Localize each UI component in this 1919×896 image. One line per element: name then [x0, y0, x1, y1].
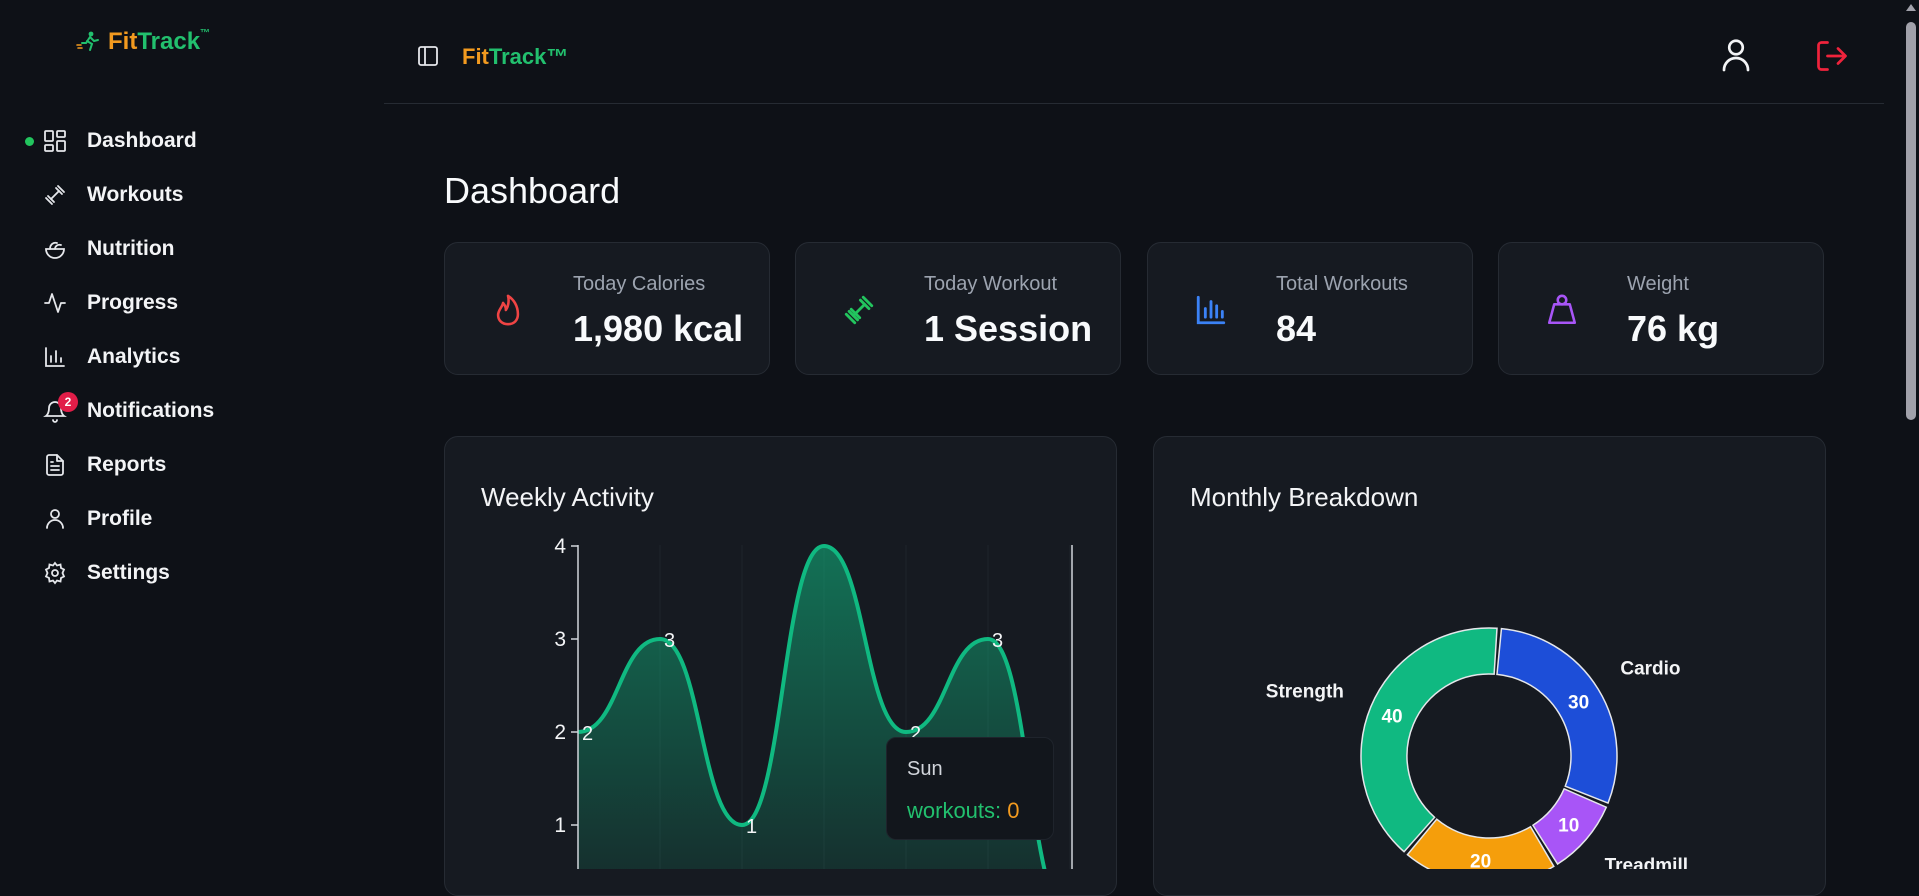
- stat-value: 84: [1276, 308, 1317, 349]
- stat-card-calories: Today Calories 1,980 kcal: [444, 242, 770, 375]
- stat-label: Today Workout: [924, 273, 1058, 295]
- top-header: FitTrack™: [384, 0, 1884, 104]
- runner-icon: [76, 31, 99, 51]
- stat-label: Total Workouts: [1276, 273, 1408, 295]
- sidebar: FitTrack™ Dashboard Workouts Nutrition: [0, 0, 384, 869]
- logout-icon[interactable]: [1814, 38, 1850, 74]
- tooltip-number: 0: [1007, 798, 1020, 823]
- gear-icon: [42, 560, 68, 586]
- sidebar-item-profile[interactable]: Profile: [0, 492, 384, 546]
- notification-badge: 2: [58, 392, 78, 412]
- brand-track: Track: [137, 28, 201, 55]
- sidebar-item-label: Reports: [87, 453, 167, 476]
- sidebar-item-settings[interactable]: Settings: [0, 546, 384, 600]
- stat-value: 76 kg: [1627, 308, 1720, 349]
- header-title-fit: Fit: [462, 44, 489, 69]
- header-title: FitTrack™: [462, 44, 568, 70]
- sidebar-toggle-icon[interactable]: [416, 44, 440, 68]
- weight-icon: [1547, 294, 1577, 325]
- salad-icon: [42, 236, 68, 262]
- user-icon: [42, 506, 68, 532]
- dashboard-icon: [42, 128, 68, 154]
- page-title: Dashboard: [444, 170, 621, 211]
- brand-logo[interactable]: FitTrack™: [76, 28, 210, 56]
- stat-value: 1 Session: [924, 308, 1093, 349]
- sidebar-item-label: Analytics: [87, 345, 181, 368]
- sidebar-item-label: Notifications: [87, 399, 215, 422]
- sidebar-item-workouts[interactable]: Workouts: [0, 168, 384, 222]
- sidebar-item-label: Settings: [87, 561, 170, 584]
- bell-icon: 2: [42, 392, 78, 424]
- monthly-breakdown-title: Monthly Breakdown: [1190, 482, 1419, 512]
- sidebar-item-notifications[interactable]: 2 Notifications: [0, 384, 384, 438]
- tooltip-value: workouts: 0: [907, 798, 1020, 823]
- brand-tm: ™: [200, 28, 211, 39]
- sidebar-item-label: Workouts: [87, 183, 184, 206]
- monthly-breakdown-panel: Monthly Breakdown: [1153, 436, 1826, 896]
- sidebar-item-label: Profile: [87, 507, 153, 530]
- sidebar-item-label: Nutrition: [87, 237, 175, 260]
- flame-icon: [496, 294, 520, 326]
- stat-value: 1,980 kcal: [573, 308, 744, 349]
- chart-tooltip: Sun workouts: 0: [886, 737, 1054, 840]
- sidebar-item-analytics[interactable]: Analytics: [0, 330, 384, 384]
- scrollbar-thumb[interactable]: [1906, 22, 1916, 420]
- active-indicator: [25, 137, 34, 146]
- sidebar-item-label: Progress: [87, 291, 179, 314]
- brand-fit: Fit: [108, 28, 138, 55]
- dumbbell-icon: [42, 182, 68, 208]
- stat-card-total-workouts: Total Workouts 84: [1147, 242, 1473, 375]
- tooltip-key: workouts: [907, 798, 996, 823]
- stat-card-weight: Weight 76 kg: [1498, 242, 1824, 375]
- sidebar-item-reports[interactable]: Reports: [0, 438, 384, 492]
- activity-icon: [42, 290, 68, 316]
- scroll-up-arrow[interactable]: [1906, 4, 1916, 11]
- scrollbar[interactable]: [1902, 0, 1919, 869]
- dumbbell-icon: [844, 295, 874, 325]
- user-icon[interactable]: [1718, 36, 1754, 74]
- stat-card-workout: Today Workout 1 Session: [795, 242, 1121, 375]
- header-title-track: Track™: [488, 44, 569, 69]
- file-icon: [42, 452, 68, 478]
- stat-label: Weight: [1627, 273, 1689, 295]
- sidebar-item-nutrition[interactable]: Nutrition: [0, 222, 384, 276]
- sidebar-item-progress[interactable]: Progress: [0, 276, 384, 330]
- tooltip-title: Sun: [907, 758, 943, 780]
- bar-chart-icon: [1196, 295, 1226, 325]
- weekly-activity-title: Weekly Activity: [481, 482, 654, 512]
- sidebar-nav: Dashboard Workouts Nutrition Progress An…: [0, 114, 384, 600]
- sidebar-item-dashboard[interactable]: Dashboard: [0, 114, 384, 168]
- stat-label: Today Calories: [573, 273, 706, 295]
- bar-chart-icon: [42, 344, 68, 370]
- sidebar-item-label: Dashboard: [87, 129, 197, 152]
